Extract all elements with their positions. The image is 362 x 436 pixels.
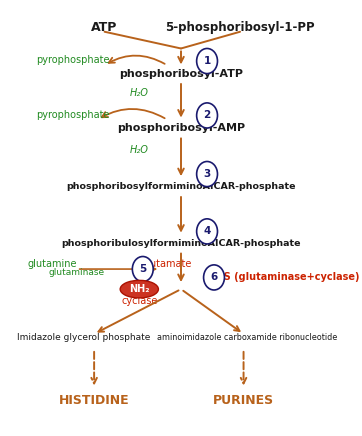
Text: +: +	[135, 290, 144, 300]
Text: Imidazole glycerol phosphate: Imidazole glycerol phosphate	[17, 333, 150, 342]
Text: aminoimidazole carboxamide ribonucleotide: aminoimidazole carboxamide ribonucleotid…	[157, 333, 337, 342]
Text: phosphoribulosylformiminoAICAR-phosphate: phosphoribulosylformiminoAICAR-phosphate	[61, 238, 301, 248]
Text: 3: 3	[203, 169, 211, 179]
Text: glutamate: glutamate	[142, 259, 192, 269]
Text: glutamine: glutamine	[28, 259, 77, 269]
Circle shape	[197, 103, 218, 128]
Text: HISTIDINE: HISTIDINE	[59, 394, 130, 407]
Text: 4: 4	[203, 226, 211, 236]
Circle shape	[197, 219, 218, 244]
Circle shape	[197, 48, 218, 74]
Text: cyclase: cyclase	[121, 296, 157, 306]
Text: PURINES: PURINES	[213, 394, 274, 407]
Circle shape	[132, 256, 153, 282]
Text: 2: 2	[203, 110, 211, 120]
Text: phosphoribosyl-AMP: phosphoribosyl-AMP	[117, 123, 245, 133]
Text: H₂O: H₂O	[130, 145, 149, 155]
Text: phosphoribosylformiminoAICAR-phosphate: phosphoribosylformiminoAICAR-phosphate	[66, 182, 296, 191]
Text: 1: 1	[203, 56, 211, 66]
Text: 6: 6	[210, 272, 218, 283]
Text: 5-phosphoribosyl-1-PP: 5-phosphoribosyl-1-PP	[165, 21, 315, 34]
Text: 5: 5	[139, 264, 146, 274]
Text: H₂O: H₂O	[130, 88, 149, 98]
Text: glutaminase: glutaminase	[49, 268, 105, 277]
Text: pyrophosphate: pyrophosphate	[37, 109, 110, 119]
Ellipse shape	[120, 280, 159, 298]
Text: NH₂: NH₂	[129, 284, 150, 294]
Text: ATP: ATP	[91, 21, 118, 34]
Text: IGPS (glutaminase+cyclase): IGPS (glutaminase+cyclase)	[205, 272, 359, 283]
Text: pyrophosphate: pyrophosphate	[37, 55, 110, 65]
Text: phosphoribosyl-ATP: phosphoribosyl-ATP	[119, 68, 243, 78]
Circle shape	[197, 161, 218, 187]
Circle shape	[203, 265, 224, 290]
